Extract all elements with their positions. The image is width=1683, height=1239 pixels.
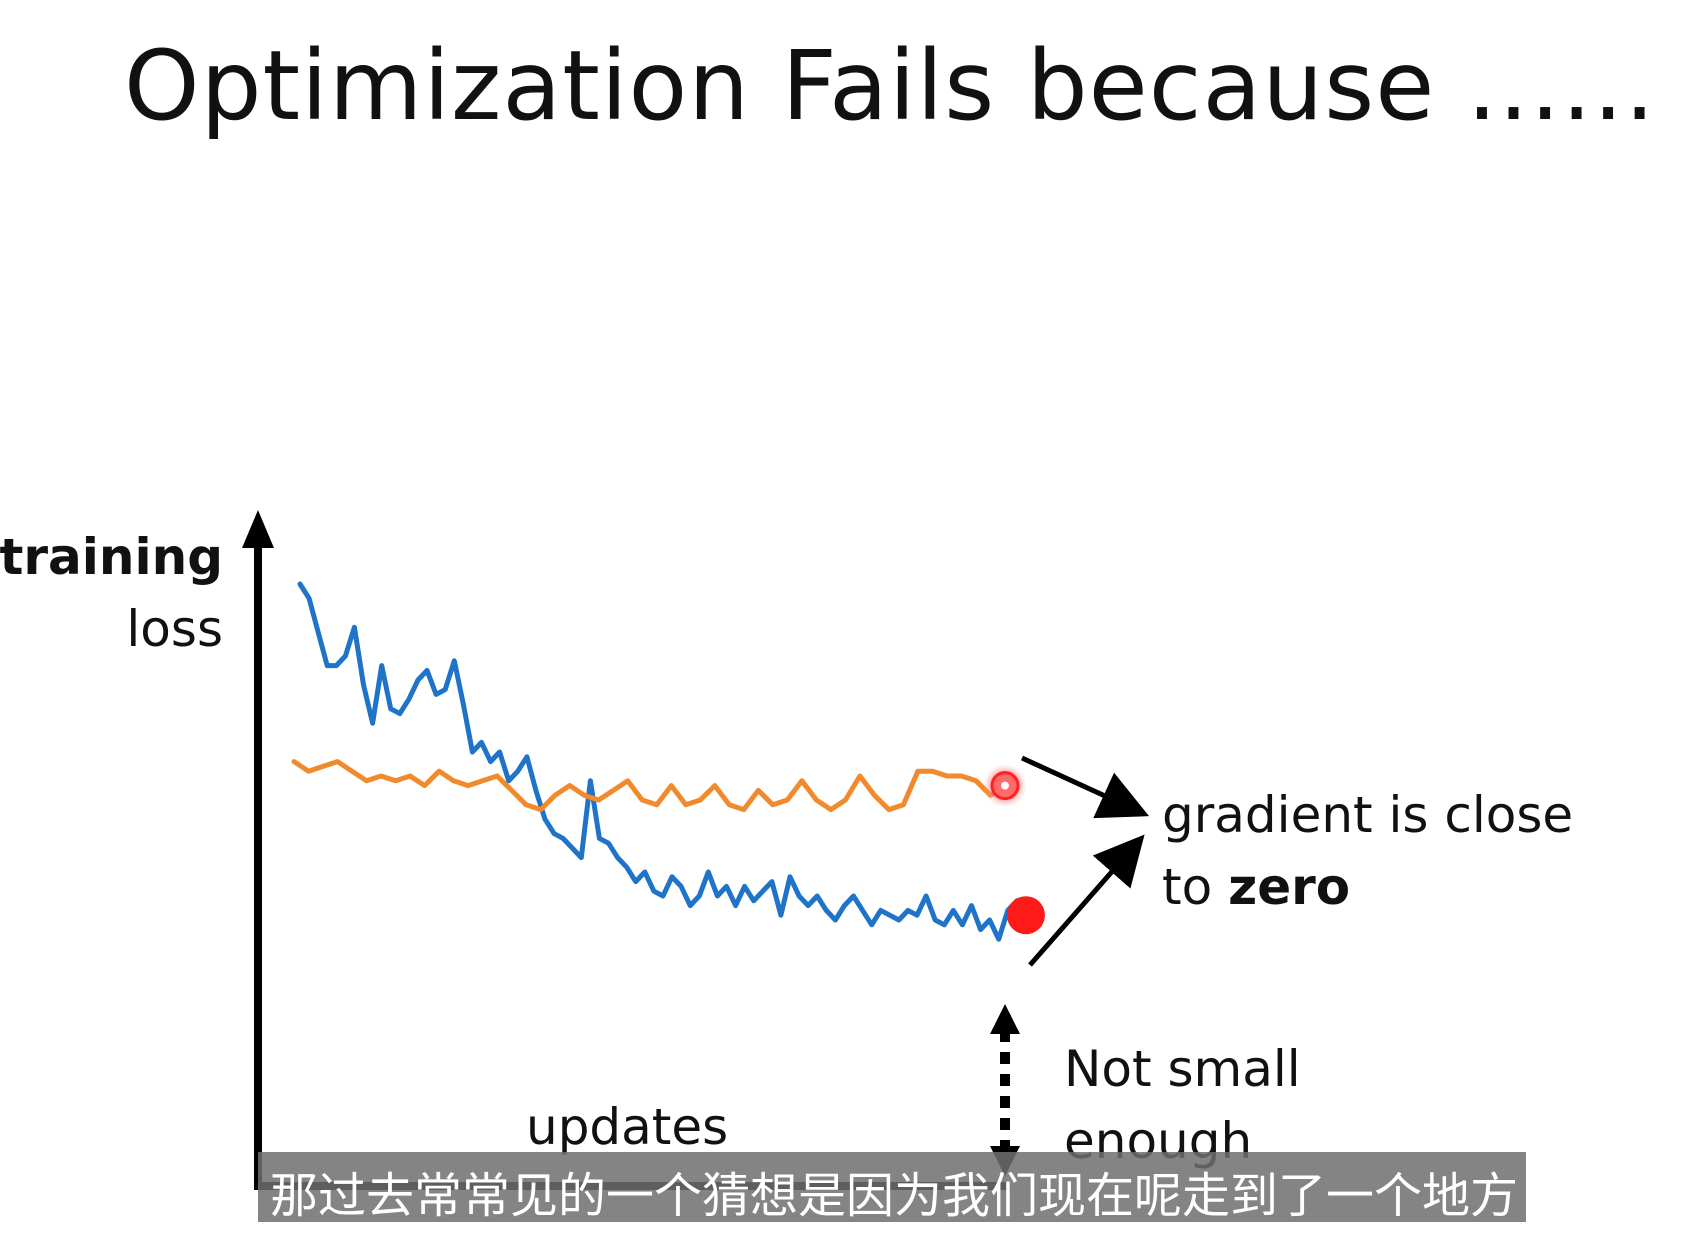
dotted-gap-arrowhead-up	[990, 1004, 1020, 1034]
slide-title: Optimization Fails because ......	[124, 30, 1656, 142]
arrow-orange-to-gradient	[1020, 755, 1150, 819]
orange-end-marker-center	[1001, 781, 1009, 790]
y-axis-label-line2: loss	[126, 600, 223, 658]
subtitle-bar	[258, 1152, 1526, 1222]
gradient-annotation-line2: to zero	[1162, 858, 1350, 916]
series-orange-line	[291, 759, 1008, 813]
series-blue-line	[297, 581, 1038, 942]
arrow-blue-to-gradient	[1028, 834, 1145, 967]
y-axis-arrowhead	[242, 510, 274, 548]
gradient-annotation-line1: gradient is close	[1162, 786, 1574, 844]
blue-minimum-marker	[1006, 896, 1045, 935]
subtitle-text: 那过去常常见的一个猜想是因为我们现在呢走到了一个地方	[270, 1168, 1519, 1224]
not-small-annotation-line1: Not small	[1064, 1040, 1301, 1098]
y-axis-label-line1: training	[0, 528, 223, 586]
x-axis-label: updates	[526, 1098, 729, 1156]
gradient-annotation-prefix: to	[1162, 858, 1229, 916]
gradient-annotation-bold: zero	[1228, 858, 1351, 916]
